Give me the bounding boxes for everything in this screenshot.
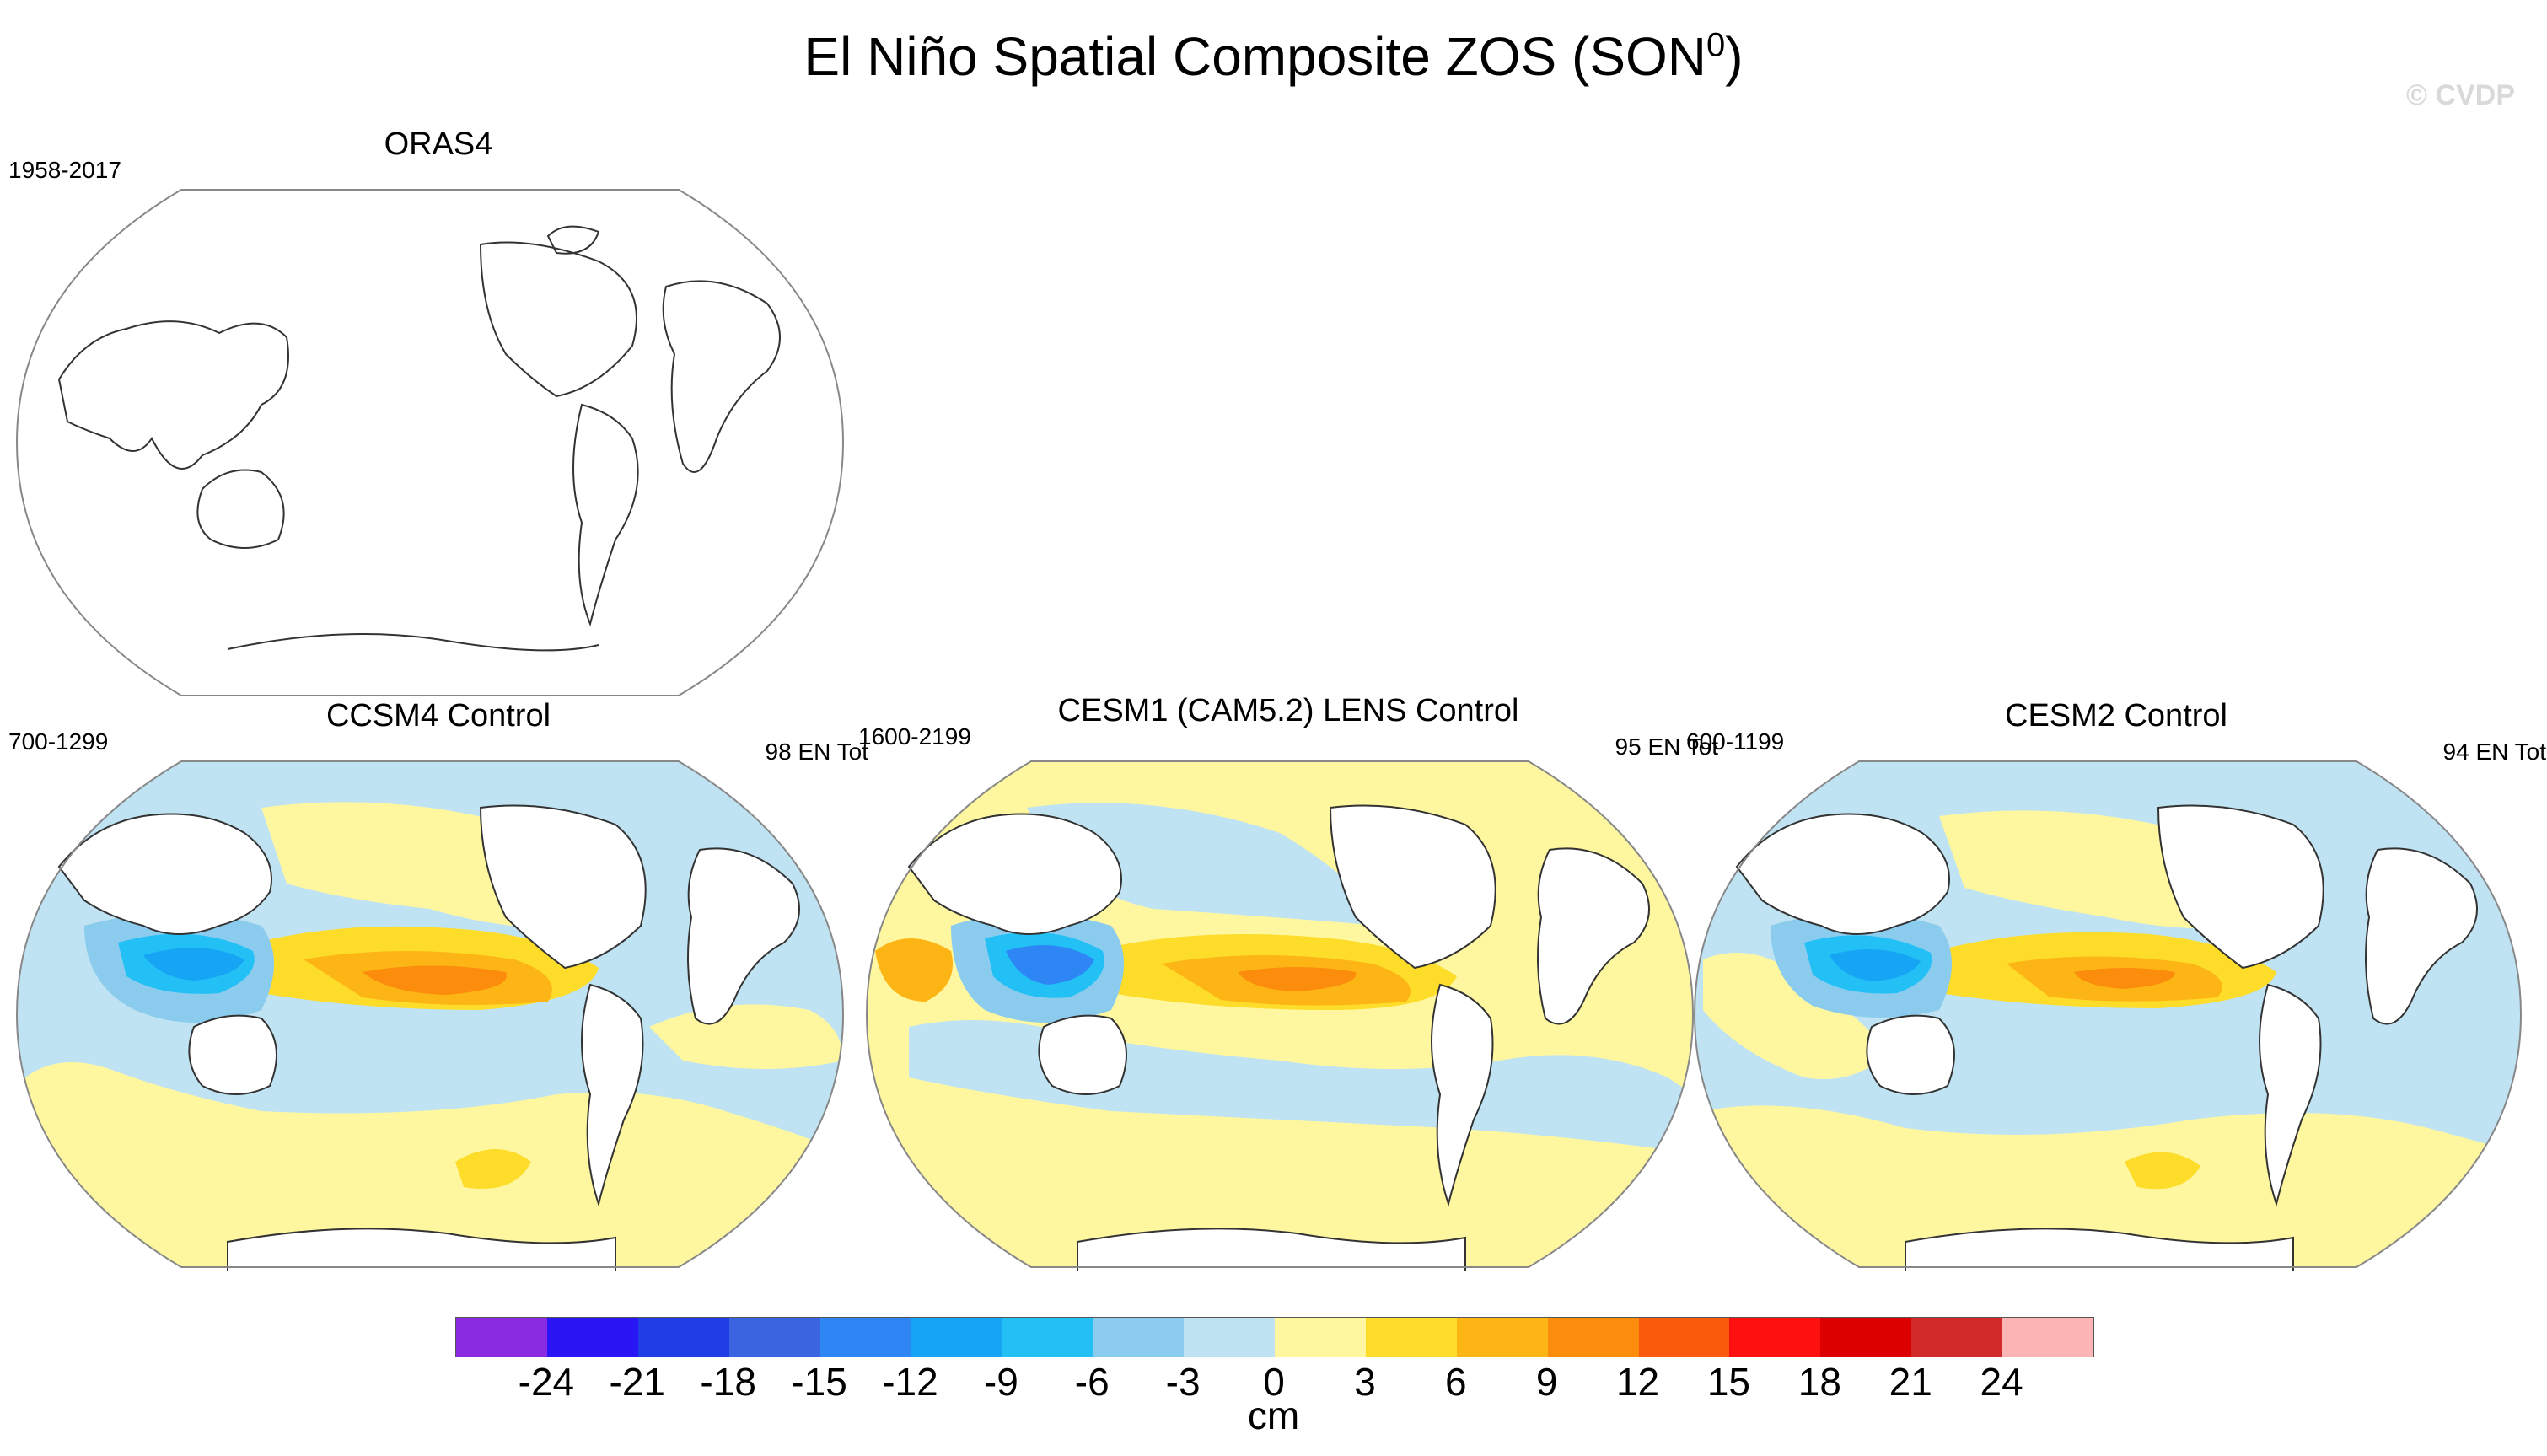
colorbar-tick-label: 15 [1706, 1360, 1751, 1404]
land-masks [57, 804, 800, 1271]
map-panel-oras4: ORAS4 1958-2017 [8, 126, 868, 696]
colorbar-cell [819, 1318, 911, 1357]
colorbar-tick-label: 21 [1889, 1360, 1932, 1404]
map-outline [15, 760, 845, 1268]
panel-count: 94 EN Tot [2442, 739, 2546, 765]
colorbar-tick-label: 3 [1354, 1360, 1376, 1404]
colorbar-cell [2002, 1318, 2094, 1357]
map-frame [865, 760, 1695, 1271]
colorbar-tick-label: -6 [1074, 1360, 1110, 1404]
colorbar-cell [1820, 1318, 1912, 1357]
panel-period: 1958-2017 [8, 157, 121, 183]
map-panel-ccsm4: CCSM4 Control 700-1299 98 EN Tot [8, 698, 868, 1271]
colorbar-cell [637, 1318, 729, 1357]
map-frame [15, 189, 845, 696]
colorbar-cell [456, 1318, 547, 1357]
map-outline [15, 189, 845, 696]
colorbar-tick-label: -21 [609, 1360, 666, 1404]
colorbar-cell [728, 1318, 820, 1357]
land-masks [907, 804, 1650, 1271]
panel-title: ORAS4 [384, 126, 493, 162]
colorbar-tick-label: -15 [791, 1360, 847, 1404]
colorbar-cell [1184, 1318, 1276, 1357]
panel-count: 98 EN Tot [765, 739, 868, 765]
map-outline [865, 760, 1695, 1268]
colorbar-tick-label: -3 [1165, 1360, 1201, 1404]
map-panel-cesm2: CESM2 Control 600-1199 94 EN Tot [1686, 698, 2546, 1271]
colorbar-units: cm [1247, 1394, 1300, 1437]
map-panel-cesm1: CESM1 (CAM5.2) LENS Control 1600-2199 95… [858, 693, 1718, 1271]
figure-title-superscript: 0 [1706, 26, 1726, 64]
colorbar-tick-label: 9 [1535, 1360, 1558, 1404]
map-outline [1693, 760, 2523, 1268]
panel-title: CESM2 Control [2005, 698, 2227, 733]
colorbar-cell [1002, 1318, 1093, 1357]
colorbar-cell [1911, 1318, 2003, 1357]
land-masks [1735, 804, 2478, 1271]
panel-title: CESM1 (CAM5.2) LENS Control [1057, 693, 1519, 728]
watermark: © CVDP [2406, 79, 2515, 111]
colorbar-cell [1456, 1318, 1548, 1357]
colorbar-tick-label: -12 [882, 1360, 938, 1404]
figure-title: El Niño Spatial Composite ZOS (SON0) [0, 25, 2547, 88]
figure-title-text: El Niño Spatial Composite ZOS (SON [803, 26, 1707, 87]
colorbar-tick-label: -9 [983, 1360, 1018, 1404]
panel-title: CCSM4 Control [325, 698, 551, 733]
panel-period: 600-1199 [1686, 728, 1785, 755]
colorbar-cell [1093, 1318, 1185, 1357]
colorbar-cell [1275, 1318, 1366, 1357]
colorbar-tick-label: 24 [1980, 1360, 2023, 1404]
figure-title-close: ) [1725, 26, 1744, 87]
colorbar-cell [911, 1318, 1002, 1357]
colorbar-tick-label: 0 [1263, 1360, 1285, 1404]
colorbar-tick-label: 18 [1797, 1360, 1841, 1404]
colorbar-cell [1365, 1318, 1457, 1357]
colorbar-cell [1729, 1318, 1821, 1357]
colorbar-cell [1547, 1318, 1639, 1357]
colorbar-tick-labels: -24 -21 -18 -15 -12 -9 -6 -3 0 3 6 9 12 15 18 21 24 [455, 1359, 2093, 1410]
colorbar-tick-label: -24 [518, 1360, 575, 1404]
colorbar-cell [1638, 1318, 1730, 1357]
coastlines [57, 225, 781, 652]
panel-count: 95 EN Tot [1615, 733, 1718, 760]
panel-period: 700-1299 [8, 728, 109, 755]
colorbar-tick-label: 6 [1444, 1360, 1467, 1404]
colorbar-tick-label: 12 [1615, 1360, 1660, 1404]
map-frame [1693, 760, 2523, 1271]
colorbar-cell [546, 1318, 638, 1357]
panel-period: 1600-2199 [858, 723, 971, 749]
map-frame [15, 760, 845, 1271]
colorbar-tick-label: -18 [700, 1360, 756, 1404]
colorbar [455, 1317, 2094, 1357]
